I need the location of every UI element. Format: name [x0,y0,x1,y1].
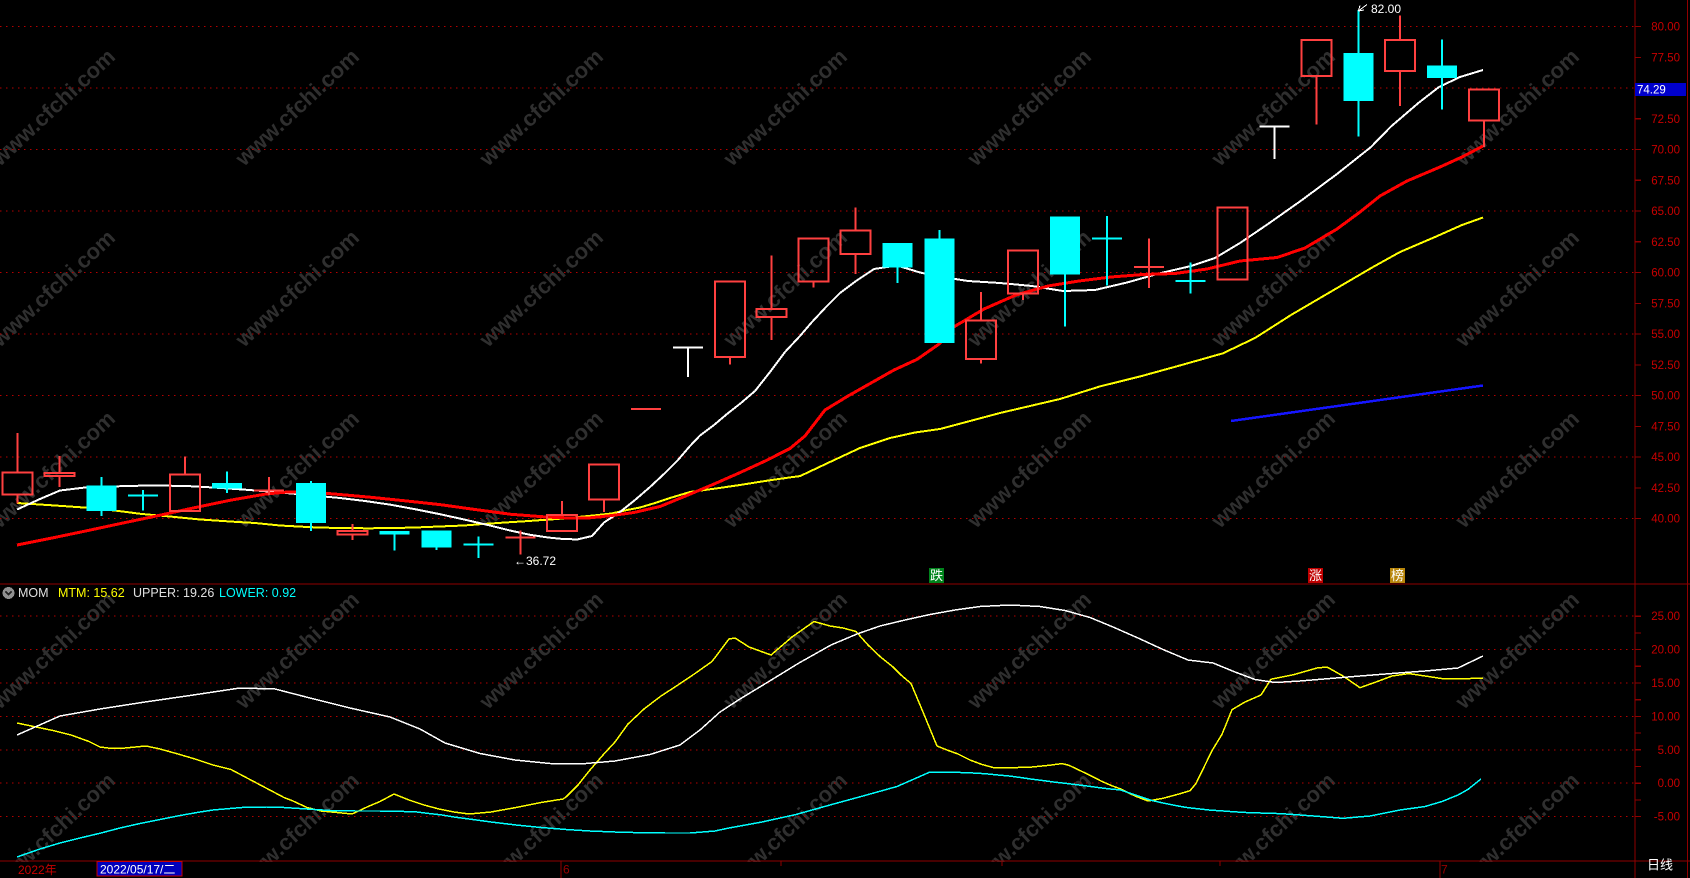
svg-text:5.00: 5.00 [1658,745,1680,757]
svg-text:55.00: 55.00 [1651,329,1680,341]
svg-text:10.00: 10.00 [1651,711,1680,723]
svg-text:40.00: 40.00 [1651,514,1680,526]
svg-text:日线: 日线 [1647,858,1673,873]
svg-text:www.cfchi.com: www.cfchi.com [1206,587,1340,715]
svg-text:80.00: 80.00 [1651,22,1680,34]
svg-text:www.cfchi.com: www.cfchi.com [474,44,608,172]
svg-text:www.cfchi.com: www.cfchi.com [1206,406,1340,534]
svg-text:-5.00: -5.00 [1654,812,1680,824]
svg-text:榜: 榜 [1391,568,1404,583]
svg-text:7: 7 [1441,863,1448,877]
svg-text:62.50: 62.50 [1651,237,1680,249]
svg-text:52.50: 52.50 [1651,360,1680,372]
svg-text:www.cfchi.com: www.cfchi.com [0,44,120,172]
svg-text:50.00: 50.00 [1651,391,1680,403]
svg-text:www.cfchi.com: www.cfchi.com [1206,225,1340,353]
svg-text:MOM: MOM [18,586,49,600]
svg-text:6: 6 [563,863,570,877]
svg-text:www.cfchi.com: www.cfchi.com [1450,406,1584,534]
svg-text:2022年: 2022年 [18,863,57,877]
svg-text:15.00: 15.00 [1651,678,1680,690]
svg-text:2022/05/17/二: 2022/05/17/二 [100,863,175,877]
svg-text:www.cfchi.com: www.cfchi.com [718,225,852,353]
svg-text:77.50: 77.50 [1651,52,1680,64]
svg-text:45.00: 45.00 [1651,452,1680,464]
svg-text:www.cfchi.com: www.cfchi.com [718,406,852,534]
svg-text:60.00: 60.00 [1651,268,1680,280]
svg-text:←36.72: ←36.72 [514,554,556,568]
svg-text:www.cfchi.com: www.cfchi.com [1206,44,1340,172]
svg-text:67.50: 67.50 [1651,175,1680,187]
svg-text:47.50: 47.50 [1651,421,1680,433]
svg-text:www.cfchi.com: www.cfchi.com [230,44,364,172]
svg-text:42.50: 42.50 [1651,483,1680,495]
svg-text:www.cfchi.com: www.cfchi.com [962,44,1096,172]
svg-text:www.cfchi.com: www.cfchi.com [0,587,120,715]
svg-text:www.cfchi.com: www.cfchi.com [1450,587,1584,715]
svg-text:www.cfchi.com: www.cfchi.com [718,44,852,172]
svg-text:82.00: 82.00 [1371,2,1401,16]
svg-text:www.cfchi.com: www.cfchi.com [474,406,608,534]
svg-text:70.00: 70.00 [1651,145,1680,157]
svg-text:www.cfchi.com: www.cfchi.com [474,587,608,715]
svg-text:MTM: 15.62: MTM: 15.62 [58,586,125,600]
svg-text:涨: 涨 [1309,568,1322,583]
svg-text:www.cfchi.com: www.cfchi.com [718,587,852,715]
svg-text:72.50: 72.50 [1651,114,1680,126]
svg-text:www.cfchi.com: www.cfchi.com [1450,225,1584,353]
svg-text:www.cfchi.com: www.cfchi.com [962,406,1096,534]
svg-text:74.29: 74.29 [1637,85,1666,97]
svg-text:www.cfchi.com: www.cfchi.com [230,225,364,353]
svg-text:LOWER: 0.92: LOWER: 0.92 [219,586,296,600]
svg-text:UPPER: 19.26: UPPER: 19.26 [133,586,214,600]
svg-text:www.cfchi.com: www.cfchi.com [0,225,120,353]
svg-text:65.00: 65.00 [1651,206,1680,218]
svg-text:57.50: 57.50 [1651,298,1680,310]
svg-text:25.00: 25.00 [1651,611,1680,623]
svg-text:www.cfchi.com: www.cfchi.com [474,225,608,353]
svg-text:跌: 跌 [930,568,943,583]
svg-text:0.00: 0.00 [1658,778,1680,790]
svg-text:20.00: 20.00 [1651,645,1680,657]
